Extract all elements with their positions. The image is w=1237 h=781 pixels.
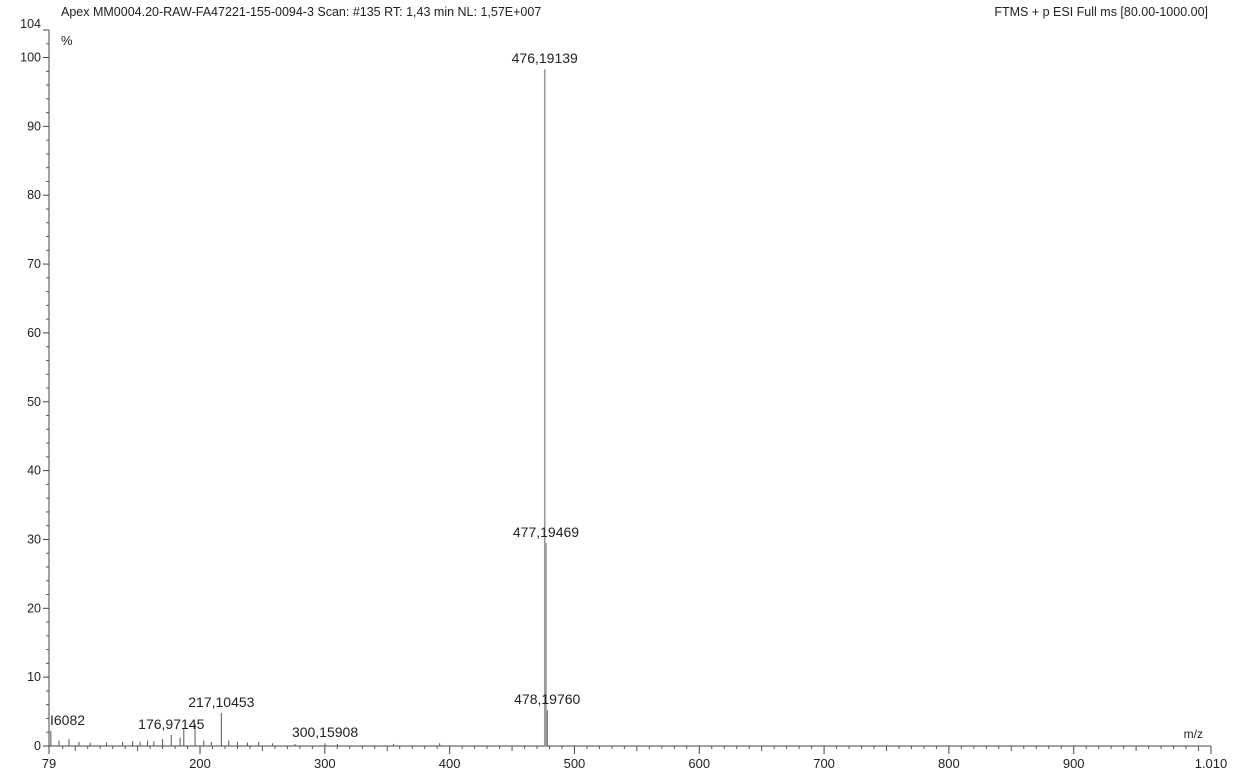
- y-tick-label: 10: [27, 670, 41, 684]
- x-tick-label: 79: [42, 756, 56, 771]
- y-tick-label: 104: [20, 17, 41, 31]
- y-tick-label: 80: [27, 188, 41, 202]
- x-tick-label: 900: [1063, 756, 1085, 771]
- scan-header-left: Apex MM0004.20-RAW-FA47221-155-0094-3 Sc…: [61, 5, 541, 19]
- peak-label: 176,97145: [138, 716, 204, 732]
- x-axis-unit-label: m/z: [1184, 727, 1203, 741]
- peak-label: 476,19139: [512, 50, 578, 66]
- x-tick-label: 300: [314, 756, 336, 771]
- y-tick-label: 70: [27, 257, 41, 271]
- scan-header-right: FTMS + p ESI Full ms [80.00-1000.00]: [994, 5, 1208, 19]
- peak-label: I6082: [50, 712, 85, 728]
- peak-label: 477,19469: [513, 524, 579, 540]
- x-tick-label: 600: [688, 756, 710, 771]
- x-tick-label: 700: [813, 756, 835, 771]
- x-tick-label: 800: [938, 756, 960, 771]
- y-tick-label: 60: [27, 326, 41, 340]
- y-axis-unit-label: %: [61, 33, 73, 48]
- x-tick-label: 500: [564, 756, 586, 771]
- y-tick-label: 90: [27, 119, 41, 133]
- y-tick-label: 100: [20, 51, 41, 65]
- peak-label: 478,19760: [514, 691, 580, 707]
- y-tick-label: 30: [27, 532, 41, 546]
- y-tick-label: 50: [27, 395, 41, 409]
- peak-label: 217,10453: [188, 694, 254, 710]
- x-tick-label: 200: [189, 756, 211, 771]
- x-tick-label: 400: [439, 756, 461, 771]
- y-tick-label: 0: [34, 739, 41, 753]
- peak-label: 300,15908: [292, 724, 358, 740]
- y-tick-label: 40: [27, 464, 41, 478]
- x-tick-label: 1.010: [1195, 756, 1228, 771]
- y-tick-label: 20: [27, 601, 41, 615]
